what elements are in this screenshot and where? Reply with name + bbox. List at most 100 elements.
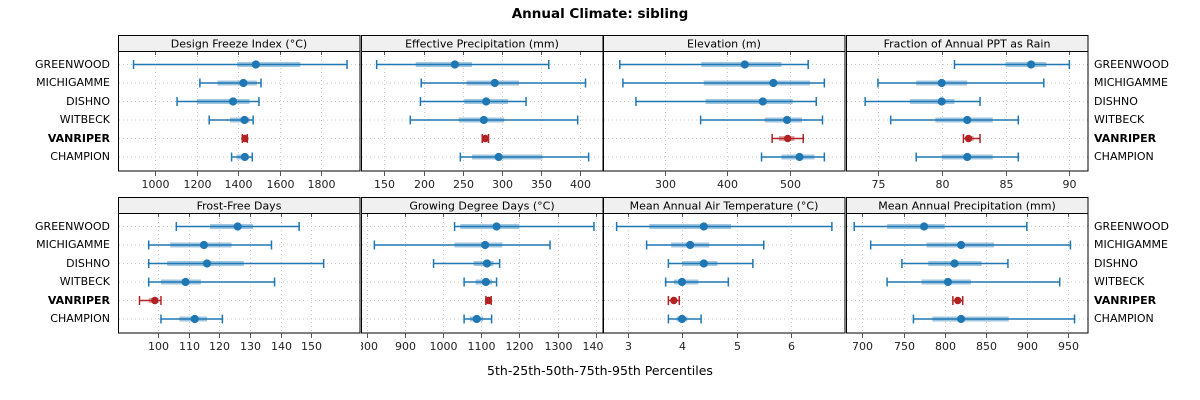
station-label-left-greenwood: GREENWOOD	[35, 57, 110, 71]
panel-x-axis: 100 110 120 130 140 150	[148, 214, 322, 353]
median-dot-vanriper	[953, 296, 961, 305]
median-dot-greenwood	[740, 60, 749, 69]
row-marks-dishno	[863, 97, 981, 106]
panel-body	[603, 51, 846, 172]
row-marks-greenwood	[615, 222, 833, 231]
station-label-left-michigamme: MICHIGAMME	[36, 238, 110, 251]
row-marks-greenwood	[852, 222, 1028, 231]
panel-mean-annual-precipitation-mm: Mean Annual Precipitation (mm) 700 750 800 8…	[845, 197, 1089, 357]
row-marks-vanriper	[962, 134, 981, 143]
row-marks-greenwood	[132, 60, 348, 69]
panel-title: Elevation (m)	[687, 38, 761, 51]
median-dot-dishno	[482, 259, 491, 268]
row-marks-greenwood	[619, 60, 809, 69]
median-dot-dishno	[699, 259, 708, 268]
panel-svg-elevation-m: Elevation (m) 300 400 500	[603, 35, 846, 191]
row-marks-michigamme	[869, 240, 1071, 250]
x-tick-label: 75	[871, 178, 885, 191]
row-marks-champion	[760, 152, 826, 162]
panel-svg-growing-degree-days-c: Growing Degree Days (°C) 800 900 1000 1100 12…	[357, 197, 610, 353]
station-label-right-vanriper: VANRIPER	[1094, 293, 1157, 307]
median-dot-champion	[494, 152, 503, 162]
station-label-right-witbeck: WITBECK	[1094, 275, 1145, 288]
x-tick-label: 800	[361, 340, 378, 353]
row-marks-witbeck	[699, 115, 824, 125]
station-label-right-michigamme: MICHIGAMME	[1094, 238, 1168, 251]
x-tick-label: 100	[148, 340, 169, 353]
median-dot-michigamme	[937, 78, 946, 88]
row-marks-vanriper	[951, 296, 963, 305]
panel-title: Frost-Free Days	[197, 200, 282, 213]
median-dot-michigamme	[686, 240, 695, 250]
median-dot-witbeck	[479, 115, 488, 125]
panel-title: Design Freeze Index (°C)	[171, 38, 307, 51]
x-tick-label: 350	[531, 178, 552, 191]
x-tick-label: 850	[976, 340, 997, 353]
median-dot-greenwood	[450, 60, 459, 69]
median-dot-michigamme	[480, 240, 489, 250]
panel-body	[360, 213, 603, 334]
station-label-right-champion: CHAMPION	[1094, 150, 1154, 163]
row-marks-witbeck	[409, 115, 578, 125]
x-tick-label: 750	[894, 340, 915, 353]
station-label-left-dishno: DISHNO	[66, 94, 110, 108]
station-label-right-champion: CHAMPION	[1094, 312, 1154, 325]
panel-mean-annual-air-temperature-c: Mean Annual Air Temperature (°C) 3 4 5 6	[603, 197, 846, 357]
row-marks-michigamme	[645, 240, 765, 250]
median-dot-vanriper	[670, 296, 678, 305]
median-dot-vanriper	[151, 296, 159, 305]
x-tick-label: 1300	[544, 340, 572, 353]
panel-x-axis: 150 200 250 300 350 400	[374, 52, 591, 191]
panel-svg-effective-precipitation-mm: Effective Precipitation (mm) 150 200 250 300…	[360, 35, 603, 191]
x-tick-label: 200	[414, 178, 435, 191]
station-label-left-champion: CHAMPION	[50, 150, 110, 163]
panel-design-freeze-index-c: Design Freeze Index (°C) 1000 1200 1400 1600…	[118, 35, 361, 195]
station-label-right-vanriper: VANRIPER	[1094, 131, 1157, 145]
median-dot-michigamme	[239, 78, 248, 88]
median-dot-witbeck	[481, 277, 490, 287]
median-dot-greenwood	[699, 222, 708, 231]
median-dot-michigamme	[769, 78, 778, 88]
median-dot-champion	[240, 152, 249, 162]
panel-title: Fraction of Annual PPT as Rain	[883, 38, 1050, 51]
x-tick-label: 150	[374, 178, 395, 191]
row-marks-michigamme	[876, 78, 1045, 88]
row-marks-champion	[914, 152, 1019, 162]
median-dot-dishno	[758, 97, 767, 106]
row-marks-dishno	[667, 259, 754, 268]
median-dot-dishno	[949, 259, 959, 268]
x-tick-label: 300	[655, 178, 676, 191]
x-tick-label: 800	[935, 340, 956, 353]
x-tick-label: 1600	[267, 178, 295, 191]
panel-strip: Mean Annual Precipitation (mm)	[845, 197, 1088, 214]
row-marks-greenwood	[953, 60, 1070, 69]
page-title: Annual Climate: sibling	[511, 6, 689, 22]
station-label-left-witbeck: WITBECK	[59, 275, 110, 288]
row-marks-witbeck	[208, 115, 254, 125]
median-dot-witbeck	[782, 115, 792, 125]
station-label-left-vanriper: VANRIPER	[47, 293, 110, 307]
row-marks-champion	[667, 314, 702, 324]
station-label-right-witbeck: WITBECK	[1094, 113, 1145, 126]
median-dot-champion	[962, 152, 971, 162]
row-marks-vanriper	[667, 296, 681, 305]
row-marks-witbeck	[147, 277, 276, 287]
median-dot-greenwood	[1026, 60, 1035, 69]
panel-strip: Mean Annual Air Temperature (°C)	[603, 197, 846, 214]
median-dot-dishno	[937, 97, 946, 106]
median-dot-michigamme	[199, 240, 209, 250]
panel-x-axis: 3 4 5 6	[625, 214, 795, 353]
row-marks-dishno	[900, 259, 1009, 268]
x-tick-label: 1400	[225, 178, 253, 191]
panel-strip: Design Freeze Index (°C)	[118, 35, 361, 52]
row-marks-champion	[912, 314, 1075, 324]
panel-title: Mean Annual Precipitation (mm)	[878, 200, 1055, 213]
row-marks-witbeck	[885, 277, 1060, 287]
panel-strip: Growing Degree Days (°C)	[360, 197, 603, 214]
row-marks-greenwood	[453, 222, 595, 231]
median-dot-witbeck	[962, 115, 971, 125]
station-label-left-michigamme: MICHIGAMME	[36, 76, 110, 89]
row-marks-michigamme	[373, 240, 551, 250]
x-tick-label: 500	[780, 178, 801, 191]
